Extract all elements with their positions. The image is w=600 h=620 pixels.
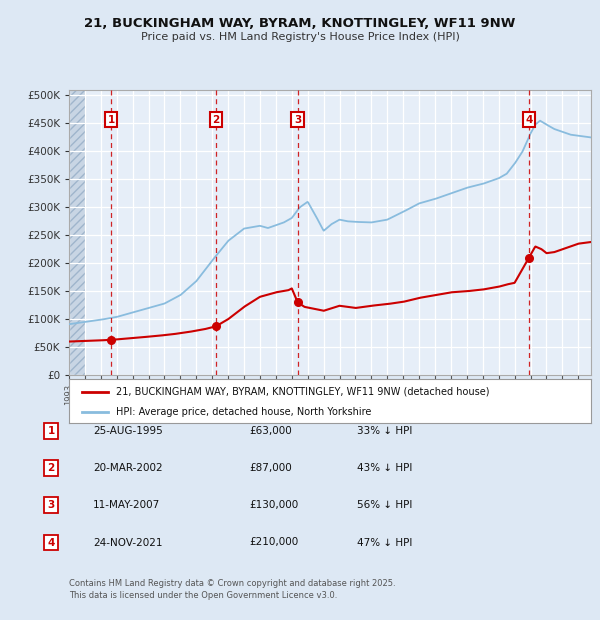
Text: £130,000: £130,000	[249, 500, 298, 510]
Text: 4: 4	[47, 538, 55, 547]
Text: HPI: Average price, detached house, North Yorkshire: HPI: Average price, detached house, Nort…	[116, 407, 371, 417]
Text: 33% ↓ HPI: 33% ↓ HPI	[357, 426, 412, 436]
Text: £87,000: £87,000	[249, 463, 292, 473]
Text: 11-MAY-2007: 11-MAY-2007	[93, 500, 160, 510]
Text: 3: 3	[47, 500, 55, 510]
Text: £210,000: £210,000	[249, 538, 298, 547]
Bar	[69, 90, 85, 375]
Text: 2: 2	[47, 463, 55, 473]
Text: 1: 1	[107, 115, 115, 125]
Text: Price paid vs. HM Land Registry's House Price Index (HPI): Price paid vs. HM Land Registry's House …	[140, 32, 460, 42]
Text: 21, BUCKINGHAM WAY, BYRAM, KNOTTINGLEY, WF11 9NW (detached house): 21, BUCKINGHAM WAY, BYRAM, KNOTTINGLEY, …	[116, 387, 490, 397]
Text: 21, BUCKINGHAM WAY, BYRAM, KNOTTINGLEY, WF11 9NW: 21, BUCKINGHAM WAY, BYRAM, KNOTTINGLEY, …	[85, 17, 515, 30]
Text: This data is licensed under the Open Government Licence v3.0.: This data is licensed under the Open Gov…	[69, 591, 337, 600]
Text: Contains HM Land Registry data © Crown copyright and database right 2025.: Contains HM Land Registry data © Crown c…	[69, 578, 395, 588]
Text: 1: 1	[47, 426, 55, 436]
Text: 25-AUG-1995: 25-AUG-1995	[93, 426, 163, 436]
Text: 56% ↓ HPI: 56% ↓ HPI	[357, 500, 412, 510]
Bar	[69, 90, 85, 375]
Text: £63,000: £63,000	[249, 426, 292, 436]
Text: 2: 2	[212, 115, 220, 125]
Text: 24-NOV-2021: 24-NOV-2021	[93, 538, 163, 547]
Text: 43% ↓ HPI: 43% ↓ HPI	[357, 463, 412, 473]
Text: 4: 4	[525, 115, 533, 125]
Text: 47% ↓ HPI: 47% ↓ HPI	[357, 538, 412, 547]
Text: 20-MAR-2002: 20-MAR-2002	[93, 463, 163, 473]
Text: 3: 3	[294, 115, 301, 125]
